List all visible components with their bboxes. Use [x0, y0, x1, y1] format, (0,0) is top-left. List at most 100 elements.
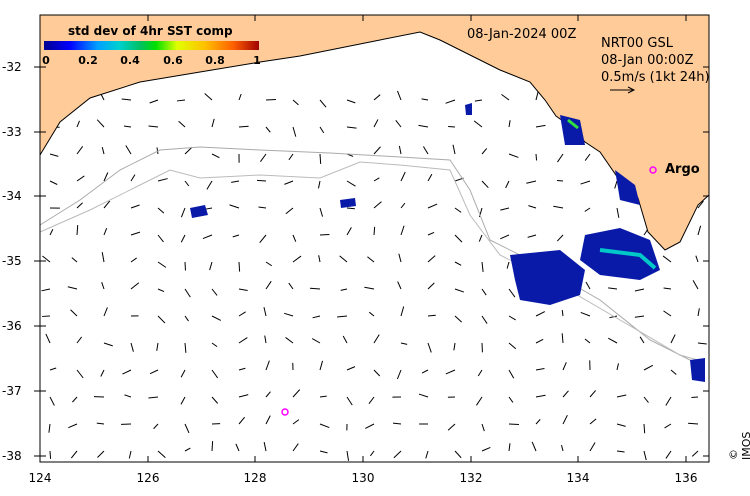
current-vector [76, 225, 79, 236]
current-vector [238, 125, 249, 128]
current-vector [421, 369, 429, 374]
current-vector [265, 98, 276, 101]
current-vector [319, 450, 328, 454]
current-vector [103, 342, 113, 347]
current-vector [584, 338, 591, 344]
current-vector [125, 145, 132, 155]
current-vector [614, 180, 618, 189]
current-vector [42, 255, 51, 263]
current-vector [396, 369, 402, 380]
current-vector [68, 423, 78, 429]
current-vector [288, 282, 294, 290]
current-vector [265, 126, 271, 133]
current-vector [501, 93, 510, 101]
current-vector [531, 441, 537, 452]
current-vector [292, 419, 300, 425]
current-vector [319, 207, 324, 217]
current-vector [400, 202, 406, 209]
current-vector [664, 423, 672, 429]
current-vector [508, 396, 514, 403]
current-vector [265, 391, 271, 398]
current-vector [263, 441, 267, 452]
current-vector [176, 99, 186, 102]
current-vector [454, 207, 462, 213]
current-vector [373, 334, 380, 344]
current-vector [697, 225, 702, 236]
current-vector [122, 369, 132, 375]
current-vector [500, 207, 510, 211]
current-vector [71, 257, 78, 263]
current-vector [395, 120, 402, 128]
current-vector [697, 200, 704, 209]
current-vector [562, 362, 567, 371]
current-vector [259, 234, 267, 244]
current-vector [180, 396, 186, 405]
current-vector [149, 99, 159, 104]
current-vector [476, 396, 483, 406]
current-vector [589, 442, 596, 452]
current-vector [148, 396, 159, 399]
current-vector [398, 253, 402, 263]
current-vector [319, 395, 327, 398]
current-vector [96, 422, 105, 425]
current-vector [418, 393, 429, 398]
current-vector [153, 423, 159, 430]
current-vector [49, 229, 54, 236]
current-vector [149, 369, 159, 375]
current-vector [128, 450, 132, 459]
sst-high-variance-2 [567, 118, 579, 130]
x-tick-label: 126 [136, 471, 160, 485]
current-vector [609, 315, 618, 319]
current-vector [265, 360, 270, 371]
current-vector [670, 334, 676, 344]
current-vector [481, 180, 489, 189]
sst-high-variance [599, 248, 657, 270]
current-vector [180, 234, 186, 243]
current-vector [643, 450, 647, 461]
current-vector [178, 120, 186, 128]
current-vector [103, 172, 109, 182]
current-vector [373, 177, 380, 182]
current-vector [157, 315, 166, 324]
land [39, 14, 710, 251]
current-vector [130, 257, 137, 263]
current-vector [481, 148, 488, 155]
current-vector [209, 261, 213, 271]
current-vector [418, 124, 429, 128]
current-vector [346, 366, 356, 371]
current-vector [616, 363, 619, 371]
current-vector [123, 125, 132, 128]
current-vector [157, 288, 165, 293]
current-vector [263, 307, 267, 317]
current-vector [319, 423, 330, 429]
current-vector [49, 180, 58, 185]
x-tick-label: 132 [459, 471, 483, 485]
current-vector [508, 369, 515, 379]
current-vector [97, 450, 105, 458]
current-vector [238, 311, 246, 317]
current-vector [130, 204, 140, 209]
current-vector [76, 202, 83, 209]
current-vector [265, 261, 273, 267]
current-vector [238, 416, 246, 425]
current-vector [481, 288, 487, 296]
current-vector [373, 146, 381, 155]
y-tick-label: -34 [2, 189, 22, 203]
current-vector [346, 450, 350, 461]
current-vector [584, 153, 591, 161]
colorbar-title: std dev of 4hr SST comp [68, 24, 233, 38]
current-vector [76, 336, 83, 344]
current-vector [70, 450, 78, 459]
current-vector [580, 311, 591, 317]
current-vector [535, 91, 539, 101]
current-vector [103, 227, 108, 236]
x-tick-label: 134 [566, 471, 590, 485]
current-vector [258, 206, 267, 209]
current-vector [157, 234, 164, 243]
current-vector [454, 261, 462, 266]
y-tick-label: -38 [2, 449, 22, 463]
current-vector [76, 120, 80, 128]
current-vector [368, 311, 375, 317]
current-vector [319, 126, 325, 134]
date-label: 08-Jan-2024 00Z [467, 27, 577, 42]
